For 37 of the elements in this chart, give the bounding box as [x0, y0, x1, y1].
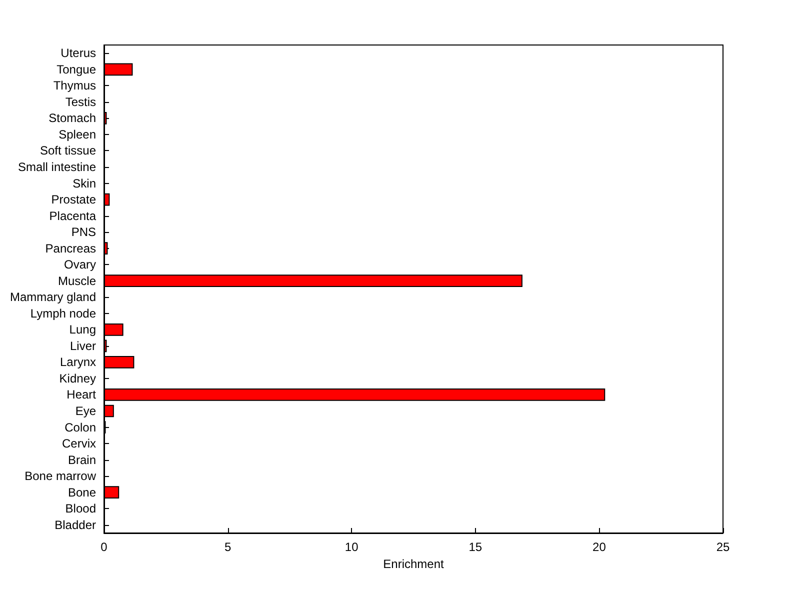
- y-tick-label: Bone: [68, 485, 96, 500]
- y-tick-label: Small intestine: [18, 160, 96, 174]
- y-tick-label: Pancreas: [45, 241, 96, 256]
- y-tick-label: Uterus: [60, 46, 96, 60]
- x-tick-label: 10: [344, 540, 359, 554]
- x-tick-label: 5: [224, 540, 232, 554]
- y-tick-label: PNS: [71, 225, 96, 240]
- y-tick-label: Soft tissue: [40, 144, 96, 158]
- y-tick-label: Prostate: [51, 192, 96, 207]
- y-tick-label: Colon: [64, 420, 96, 434]
- y-tick-label: Testis: [65, 94, 96, 109]
- y-tick-label: Mammary gland: [10, 290, 96, 304]
- y-tick-label: Muscle: [58, 274, 96, 288]
- y-tick-label: Brain: [68, 452, 96, 467]
- y-tick-label: Thymus: [53, 78, 96, 93]
- x-axis-title: Enrichment: [383, 556, 445, 571]
- x-tick-label: 20: [592, 540, 606, 554]
- y-tick-label: Cervix: [62, 436, 96, 451]
- x-tick-label: 15: [468, 540, 482, 554]
- y-tick-label: Lymph node: [30, 306, 96, 320]
- y-tick-label: Larynx: [60, 355, 96, 370]
- y-tick-label: Ovary: [64, 258, 96, 272]
- y-tick-label: Stomach: [48, 111, 96, 126]
- y-tick-label: Bladder: [54, 518, 96, 532]
- y-tick-label: Eye: [75, 404, 96, 418]
- y-tick-label: Tongue: [56, 62, 96, 76]
- y-tick-label: Spleen: [58, 127, 96, 142]
- y-tick-label: Blood: [65, 502, 96, 516]
- x-tick-label: 25: [716, 540, 730, 554]
- y-tick-label: Bone marrow: [24, 469, 96, 484]
- y-tick-label: Liver: [70, 338, 96, 353]
- y-tick-label: Kidney: [59, 371, 96, 386]
- y-tick-label: Skin: [72, 176, 96, 190]
- y-tick-label: Lung: [69, 322, 96, 337]
- y-tick-label: Heart: [66, 388, 97, 402]
- y-tick-label: Placenta: [49, 208, 96, 223]
- x-tick-label: 0: [100, 540, 108, 554]
